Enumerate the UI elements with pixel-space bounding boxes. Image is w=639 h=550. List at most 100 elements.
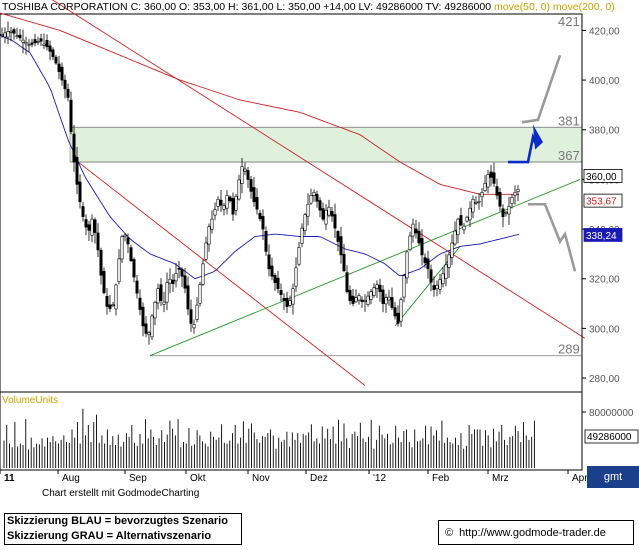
candle	[366, 291, 370, 307]
candle	[354, 289, 358, 304]
candle-body	[321, 208, 325, 220]
volume-bars	[3, 408, 535, 468]
candle-body	[426, 258, 430, 270]
candle	[21, 29, 25, 54]
candle	[375, 280, 379, 298]
candle	[423, 253, 427, 268]
candle	[288, 295, 292, 308]
candle	[267, 244, 271, 277]
candle	[285, 291, 289, 314]
candle-body	[15, 35, 19, 37]
candle-body	[69, 99, 73, 133]
candle-body	[183, 275, 187, 289]
candle	[9, 27, 13, 42]
candle-body	[228, 196, 232, 202]
candle-body	[99, 249, 103, 276]
candle	[300, 223, 304, 248]
candle-body	[345, 272, 349, 292]
candle	[213, 202, 217, 221]
level-label: 367	[558, 148, 580, 163]
candle-body	[438, 279, 442, 290]
candle	[348, 285, 352, 305]
candle	[243, 162, 247, 176]
candle-body	[363, 300, 367, 302]
candle	[84, 214, 88, 236]
candle	[168, 268, 172, 294]
candle	[363, 294, 367, 312]
candle	[351, 288, 355, 307]
candle	[117, 249, 121, 285]
price-tag-box	[583, 228, 623, 242]
price-tag-label: 360,00	[586, 172, 617, 183]
candle-body	[273, 275, 277, 284]
candle-body	[138, 297, 142, 310]
candle-body	[489, 171, 493, 178]
resistance-zone	[69, 126, 583, 163]
candle-body	[516, 189, 520, 193]
candle	[444, 253, 448, 287]
candle	[222, 202, 226, 216]
blue-arrow-head	[533, 124, 543, 150]
candle	[111, 301, 115, 307]
candle	[15, 27, 19, 39]
candle-body	[210, 218, 214, 230]
candle-body	[84, 219, 88, 228]
candle-body	[312, 192, 316, 196]
candle	[489, 164, 493, 187]
candle	[339, 226, 343, 264]
candle-body	[264, 230, 268, 252]
candle-body	[384, 297, 388, 305]
candle	[324, 204, 328, 230]
candle	[30, 38, 34, 48]
candle	[474, 196, 478, 205]
horizontal-levels	[70, 126, 582, 357]
candle	[486, 169, 490, 194]
candle	[498, 187, 502, 212]
candle-body	[117, 258, 121, 282]
candle-body	[141, 306, 145, 327]
candle	[468, 201, 472, 228]
x-tick-label: Okt	[190, 473, 206, 484]
chart-header: TOSHIBA CORPORATION C: 360,00 O: 353,00 …	[2, 1, 615, 13]
candle	[306, 193, 310, 226]
candle-body	[177, 268, 181, 270]
candle	[504, 210, 508, 217]
candle	[378, 278, 382, 302]
candle-body	[318, 200, 322, 211]
candle	[87, 220, 91, 242]
candle	[357, 293, 361, 305]
candle-body	[369, 291, 373, 300]
candle	[138, 289, 142, 316]
candle-body	[303, 214, 307, 231]
candle	[408, 231, 412, 252]
candle-body	[132, 259, 136, 278]
candle	[360, 296, 364, 308]
candle-body	[108, 304, 112, 309]
downtrend-red-lower	[74, 159, 366, 386]
candle-body	[471, 198, 475, 213]
candle	[333, 203, 337, 239]
candle-body	[234, 195, 238, 211]
candle-body	[474, 201, 478, 204]
candle	[492, 162, 496, 187]
candle	[156, 283, 160, 310]
candle	[246, 166, 250, 188]
candle	[234, 194, 238, 216]
candle-body	[63, 79, 67, 90]
candle	[144, 316, 148, 338]
candle-body	[252, 187, 256, 203]
candle	[411, 218, 415, 243]
vol-current-label: 49286000	[587, 432, 632, 443]
x-tick-label: '12	[373, 473, 386, 484]
candle-body	[147, 332, 151, 336]
candle	[78, 174, 82, 209]
source-url[interactable]: © http://www.godmode-trader.de	[438, 520, 634, 545]
x-tick-label: 11	[4, 473, 15, 484]
candle	[6, 21, 10, 45]
candle	[291, 283, 295, 315]
candle-body	[402, 275, 406, 298]
candle-body	[486, 174, 490, 188]
candle-body	[249, 179, 253, 192]
ma50-line	[0, 34, 520, 280]
